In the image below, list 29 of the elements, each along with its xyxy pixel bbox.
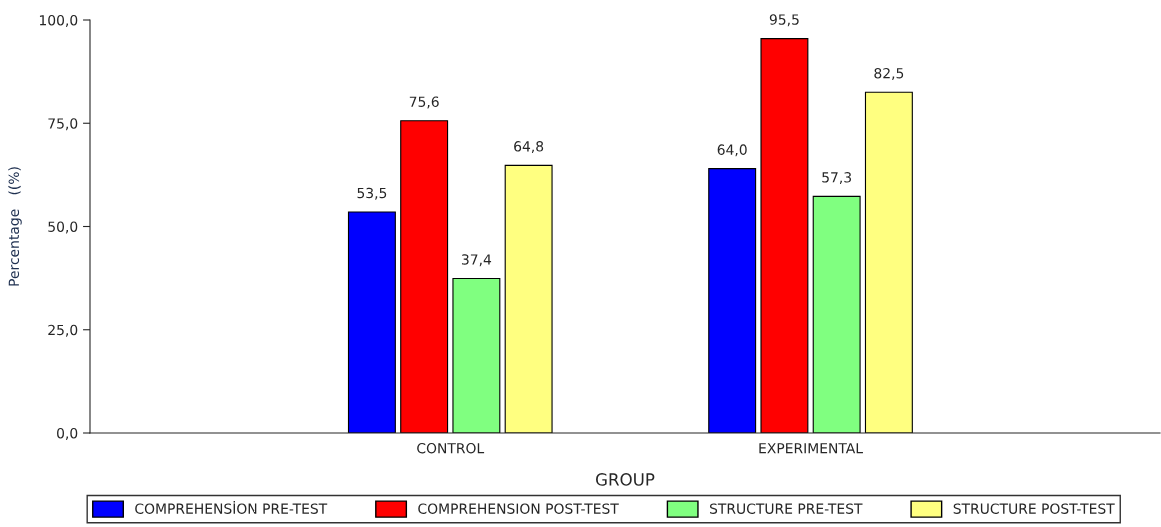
data-label: 95,5 <box>769 14 799 27</box>
x-tick-label: EXPERIMENTAL <box>759 443 863 454</box>
data-label: 64,0 <box>717 144 747 157</box>
y-tick-label: 25,0 <box>48 324 78 337</box>
y-tick-label: 100,0 <box>39 14 78 27</box>
bar <box>864 91 913 433</box>
data-label: 57,3 <box>822 172 852 184</box>
bar <box>504 164 553 433</box>
bar <box>400 120 449 433</box>
y-tick-label: 0,0 <box>57 427 78 440</box>
y-axis-title: Percentage ((%) <box>8 167 22 286</box>
legend-label: STRUCTURE PRE-TEST <box>709 503 863 514</box>
y-tick-label: 75,0 <box>48 118 78 131</box>
bar <box>812 195 861 433</box>
legend-label: COMPREHENSION POST-TEST <box>418 503 619 514</box>
y-tick-label: 50,0 <box>48 221 78 234</box>
x-tick-label: CONTROL <box>417 442 485 454</box>
bar <box>708 168 757 433</box>
data-label: 53,5 <box>357 187 387 200</box>
legend-label: STRUCTURE POST-TEST <box>953 503 1115 514</box>
bar <box>452 277 501 433</box>
legend-label: COMPREHENSİON PRE-TEST <box>135 501 328 514</box>
data-label: 75,6 <box>409 96 439 109</box>
data-label: 37,4 <box>461 254 492 267</box>
bar <box>760 38 809 433</box>
data-label: 82,5 <box>874 67 904 80</box>
data-label: 64,8 <box>514 141 544 153</box>
x-axis-title: GROUP <box>596 473 655 486</box>
bar <box>347 211 396 433</box>
